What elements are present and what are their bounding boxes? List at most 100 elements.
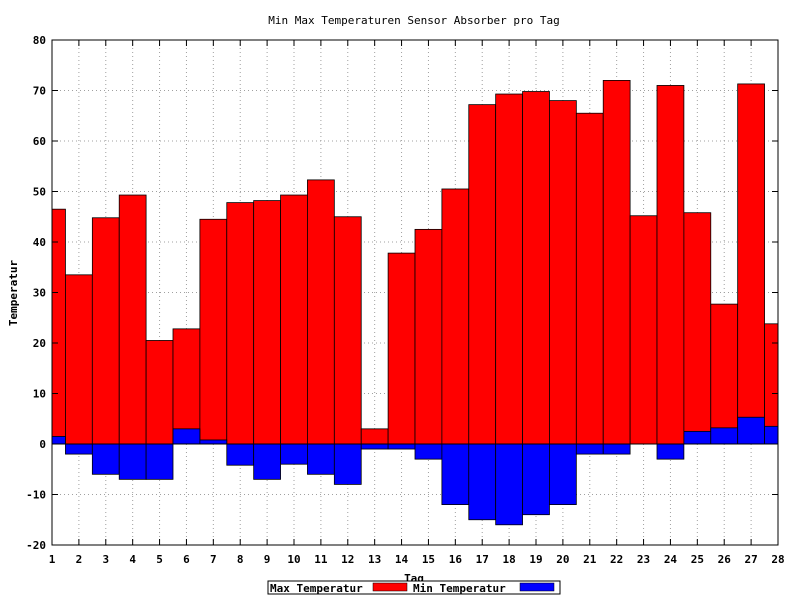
bar-min-26 [710,427,739,445]
x-tick-label: 3 [102,553,109,566]
x-tick-label: 6 [183,553,190,566]
bar-min-2 [65,443,93,455]
legend-label-max: Max Temperatur [270,582,363,595]
bar-min-3 [91,443,120,475]
y-tick-label: 50 [33,186,46,199]
y-tick-label: 70 [33,85,46,98]
bar-max-14 [387,252,416,445]
bar-max-18 [495,93,523,445]
x-tick-label: 2 [76,553,83,566]
bar-min-15 [414,443,443,460]
bar-min-18 [495,443,523,526]
x-axis-ticks: 1 2 3 4 5 6 7 8 9 10 11 12 13 14 15 16 17 18 19 20 21 22 23 24 2… [49,40,785,566]
legend-swatch-min [519,582,555,592]
bar-max-25 [683,212,712,445]
bar-min-10 [280,443,308,465]
bar-max-2 [65,274,93,445]
bar-min-20 [549,443,577,505]
x-tick-label: 26 [718,553,732,566]
chart-title: Min Max Temperaturen Sensor Absorber pro… [268,14,559,27]
bar-max-13 [360,428,389,445]
bar-min-16 [441,443,470,505]
bar-max-24 [656,85,685,445]
bar-min-21 [575,443,604,455]
y-tick-label: 10 [33,388,46,401]
y-tick-label: -10 [26,489,46,502]
bar-max-21 [575,112,604,445]
x-tick-label: 11 [314,553,328,566]
x-tick-label: 13 [368,553,381,566]
x-tick-label: 21 [583,553,597,566]
bar-max-16 [441,188,470,445]
bar-min-11 [307,443,335,475]
x-tick-label: 5 [156,553,163,566]
legend-swatch-max [372,582,408,592]
y-tick-label: 60 [33,135,46,148]
x-tick-label: 14 [395,553,409,566]
x-tick-label: 25 [691,553,704,566]
bar-max-20 [549,100,577,445]
x-tick-label: 15 [422,553,435,566]
x-tick-label: 19 [529,553,542,566]
bar-max-10 [280,194,308,445]
y-tick-label: -20 [26,539,46,552]
x-tick-label: 20 [556,553,569,566]
bar-max-4 [118,194,147,445]
bar-min-14 [387,443,416,450]
legend-label-min: Min Temperatur [413,582,506,595]
bar-max-23 [629,215,658,445]
bar-max-17 [468,104,497,445]
bar-min-4 [118,443,147,480]
bar-min-1 [51,436,66,445]
legend: Max Temperatur Min Temperatur [267,580,561,595]
bar-min-13 [360,443,389,450]
bar-max-27 [737,83,765,445]
y-tick-label: 80 [33,34,46,47]
bar-max-9 [253,200,281,445]
bar-max-7 [199,218,228,445]
x-tick-label: 9 [264,553,271,566]
x-tick-label: 16 [449,553,463,566]
x-tick-label: 18 [502,553,515,566]
x-tick-label: 24 [664,553,678,566]
x-tick-label: 28 [771,553,784,566]
bar-max-26 [710,303,739,445]
bars-group [51,80,779,526]
x-tick-label: 17 [476,553,489,566]
bar-max-15 [414,228,443,445]
bar-max-5 [145,340,174,445]
bar-min-12 [333,443,362,485]
x-tick-label: 22 [610,553,623,566]
x-tick-label: 4 [129,553,136,566]
y-tick-label: 30 [33,287,46,300]
bar-max-8 [226,202,255,445]
bar-min-5 [145,443,174,480]
y-tick-label: 0 [39,438,46,451]
bar-min-9 [253,443,281,480]
bar-min-27 [737,416,765,445]
y-tick-label: 40 [33,236,46,249]
bar-max-22 [602,80,631,445]
bar-max-19 [522,91,550,445]
x-tick-label: 23 [637,553,650,566]
bar-max-1 [51,208,66,445]
y-axis-ticks: -20 -10 0 10 20 30 40 50 60 70 80 [26,34,778,552]
bar-min-19 [522,443,550,516]
x-tick-label: 27 [744,553,757,566]
bar-max-3 [91,217,120,445]
bar-max-11 [307,179,335,445]
bar-min-6 [172,428,201,445]
x-tick-label: 1 [49,553,56,566]
bar-min-22 [602,443,631,455]
bar-max-12 [333,216,362,445]
x-tick-label: 10 [287,553,300,566]
bar-min-25 [683,430,712,445]
bar-min-17 [468,443,497,521]
bar-min-28 [764,425,779,445]
x-tick-label: 7 [210,553,217,566]
x-tick-label: 8 [237,553,244,566]
bar-min-24 [656,443,685,460]
legend-box [267,580,561,595]
y-tick-label: 20 [33,337,46,350]
